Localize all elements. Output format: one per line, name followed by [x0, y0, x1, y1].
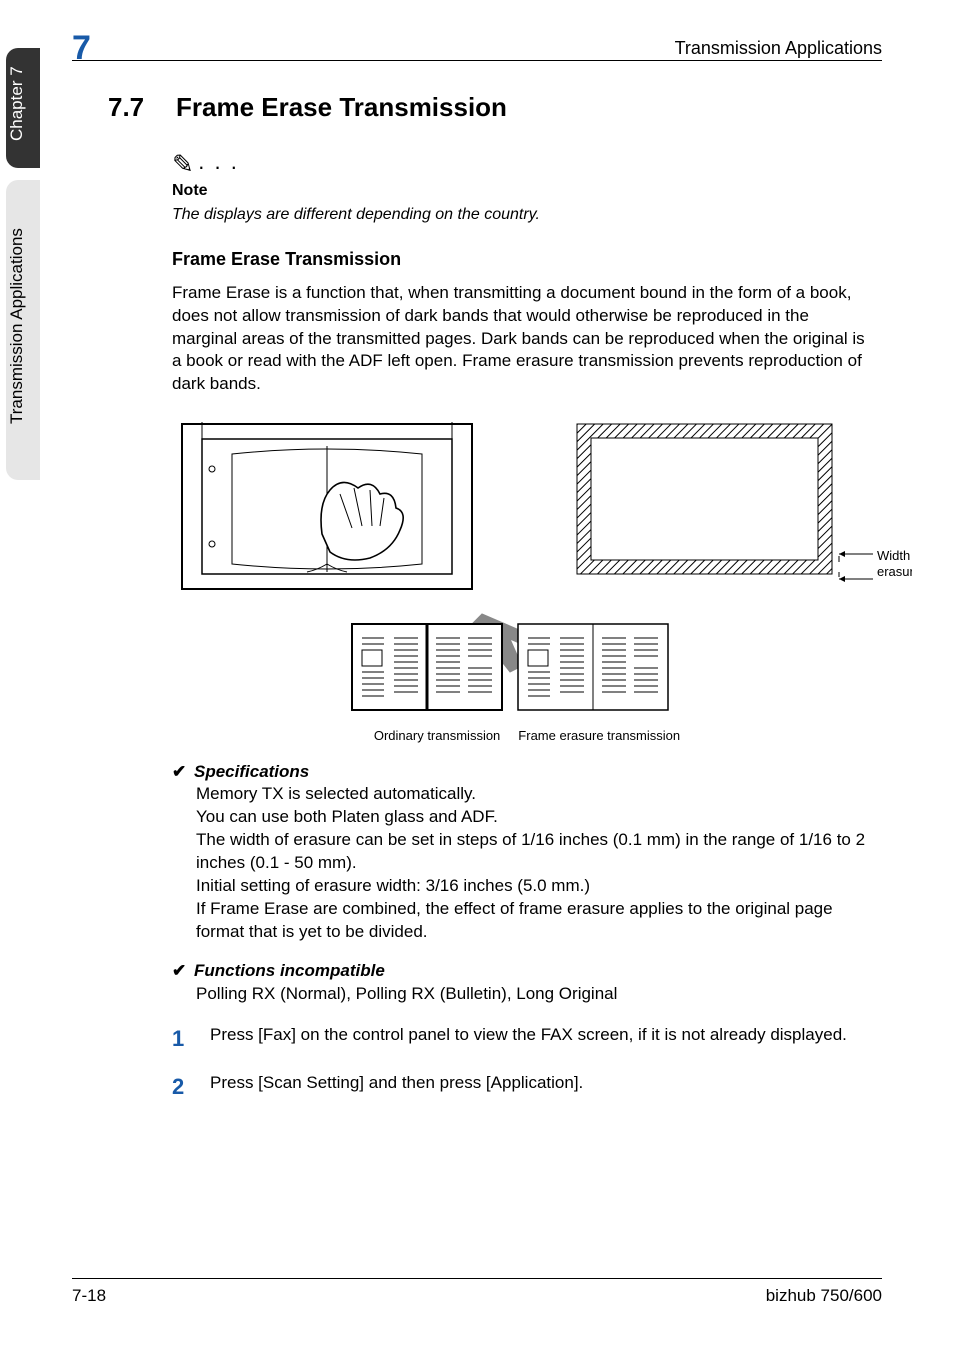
side-tab-section: Transmission Applications	[6, 180, 40, 480]
chapter-number: 7	[72, 26, 91, 72]
diagram-svg: Width of erasure	[172, 414, 912, 714]
specs-line-1: You can use both Platen glass and ADF.	[196, 806, 878, 829]
note-dots: . . .	[198, 149, 239, 174]
side-tab-chapter: Chapter 7	[6, 48, 40, 168]
footer-model: bizhub 750/600	[766, 1285, 882, 1308]
note-label: Note	[172, 180, 882, 202]
check-icon: ✔	[172, 960, 194, 983]
header-rule	[72, 60, 882, 61]
page-content: 7.7 Frame Erase Transmission ✎ . . . Not…	[108, 90, 882, 1101]
width-label-line2: erasure	[877, 564, 912, 579]
specs-line-4: If Frame Erase are combined, the effect …	[196, 898, 878, 944]
section-title: Frame Erase Transmission	[176, 90, 507, 125]
pencil-icon: ✎	[172, 149, 194, 179]
footer-page: 7-18	[72, 1285, 106, 1308]
step-2: 2 Press [Scan Setting] and then press [A…	[172, 1072, 882, 1102]
check-icon: ✔	[172, 761, 194, 784]
specs-title: Specifications	[194, 761, 309, 784]
width-label-line1: Width of	[877, 548, 912, 563]
step-1-text: Press [Fax] on the control panel to view…	[210, 1024, 882, 1054]
section-number: 7.7	[108, 90, 176, 125]
caption-ordinary: Ordinary transmission	[374, 727, 500, 745]
figure-captions: Ordinary transmission Frame erasure tran…	[172, 727, 882, 745]
section-heading: 7.7 Frame Erase Transmission	[108, 90, 882, 125]
step-1-number: 1	[172, 1024, 210, 1054]
step-2-number: 2	[172, 1072, 210, 1102]
note-text: The displays are different depending on …	[172, 204, 882, 226]
specs-line-0: Memory TX is selected automatically.	[196, 783, 878, 806]
incompat-title: Functions incompatible	[194, 960, 385, 983]
step-1: 1 Press [Fax] on the control panel to vi…	[172, 1024, 882, 1054]
figure: Width of erasure	[172, 414, 882, 744]
step-2-text: Press [Scan Setting] and then press [App…	[210, 1072, 882, 1102]
incompat-text: Polling RX (Normal), Polling RX (Bulleti…	[196, 983, 878, 1006]
caption-frame-erase: Frame erasure transmission	[518, 727, 680, 745]
specs-line-2: The width of erasure can be set in steps…	[196, 829, 878, 875]
main-paragraph: Frame Erase is a function that, when tra…	[172, 282, 878, 397]
subheading: Frame Erase Transmission	[172, 247, 882, 271]
note-block: ✎ . . . Note The displays are different …	[172, 143, 882, 225]
footer: 7-18 bizhub 750/600	[72, 1278, 882, 1308]
incompat-row: ✔ Functions incompatible	[172, 960, 882, 983]
header-section-label: Transmission Applications	[675, 36, 882, 60]
specs-line-3: Initial setting of erasure width: 3/16 i…	[196, 875, 878, 898]
specs-row: ✔ Specifications	[172, 761, 882, 784]
